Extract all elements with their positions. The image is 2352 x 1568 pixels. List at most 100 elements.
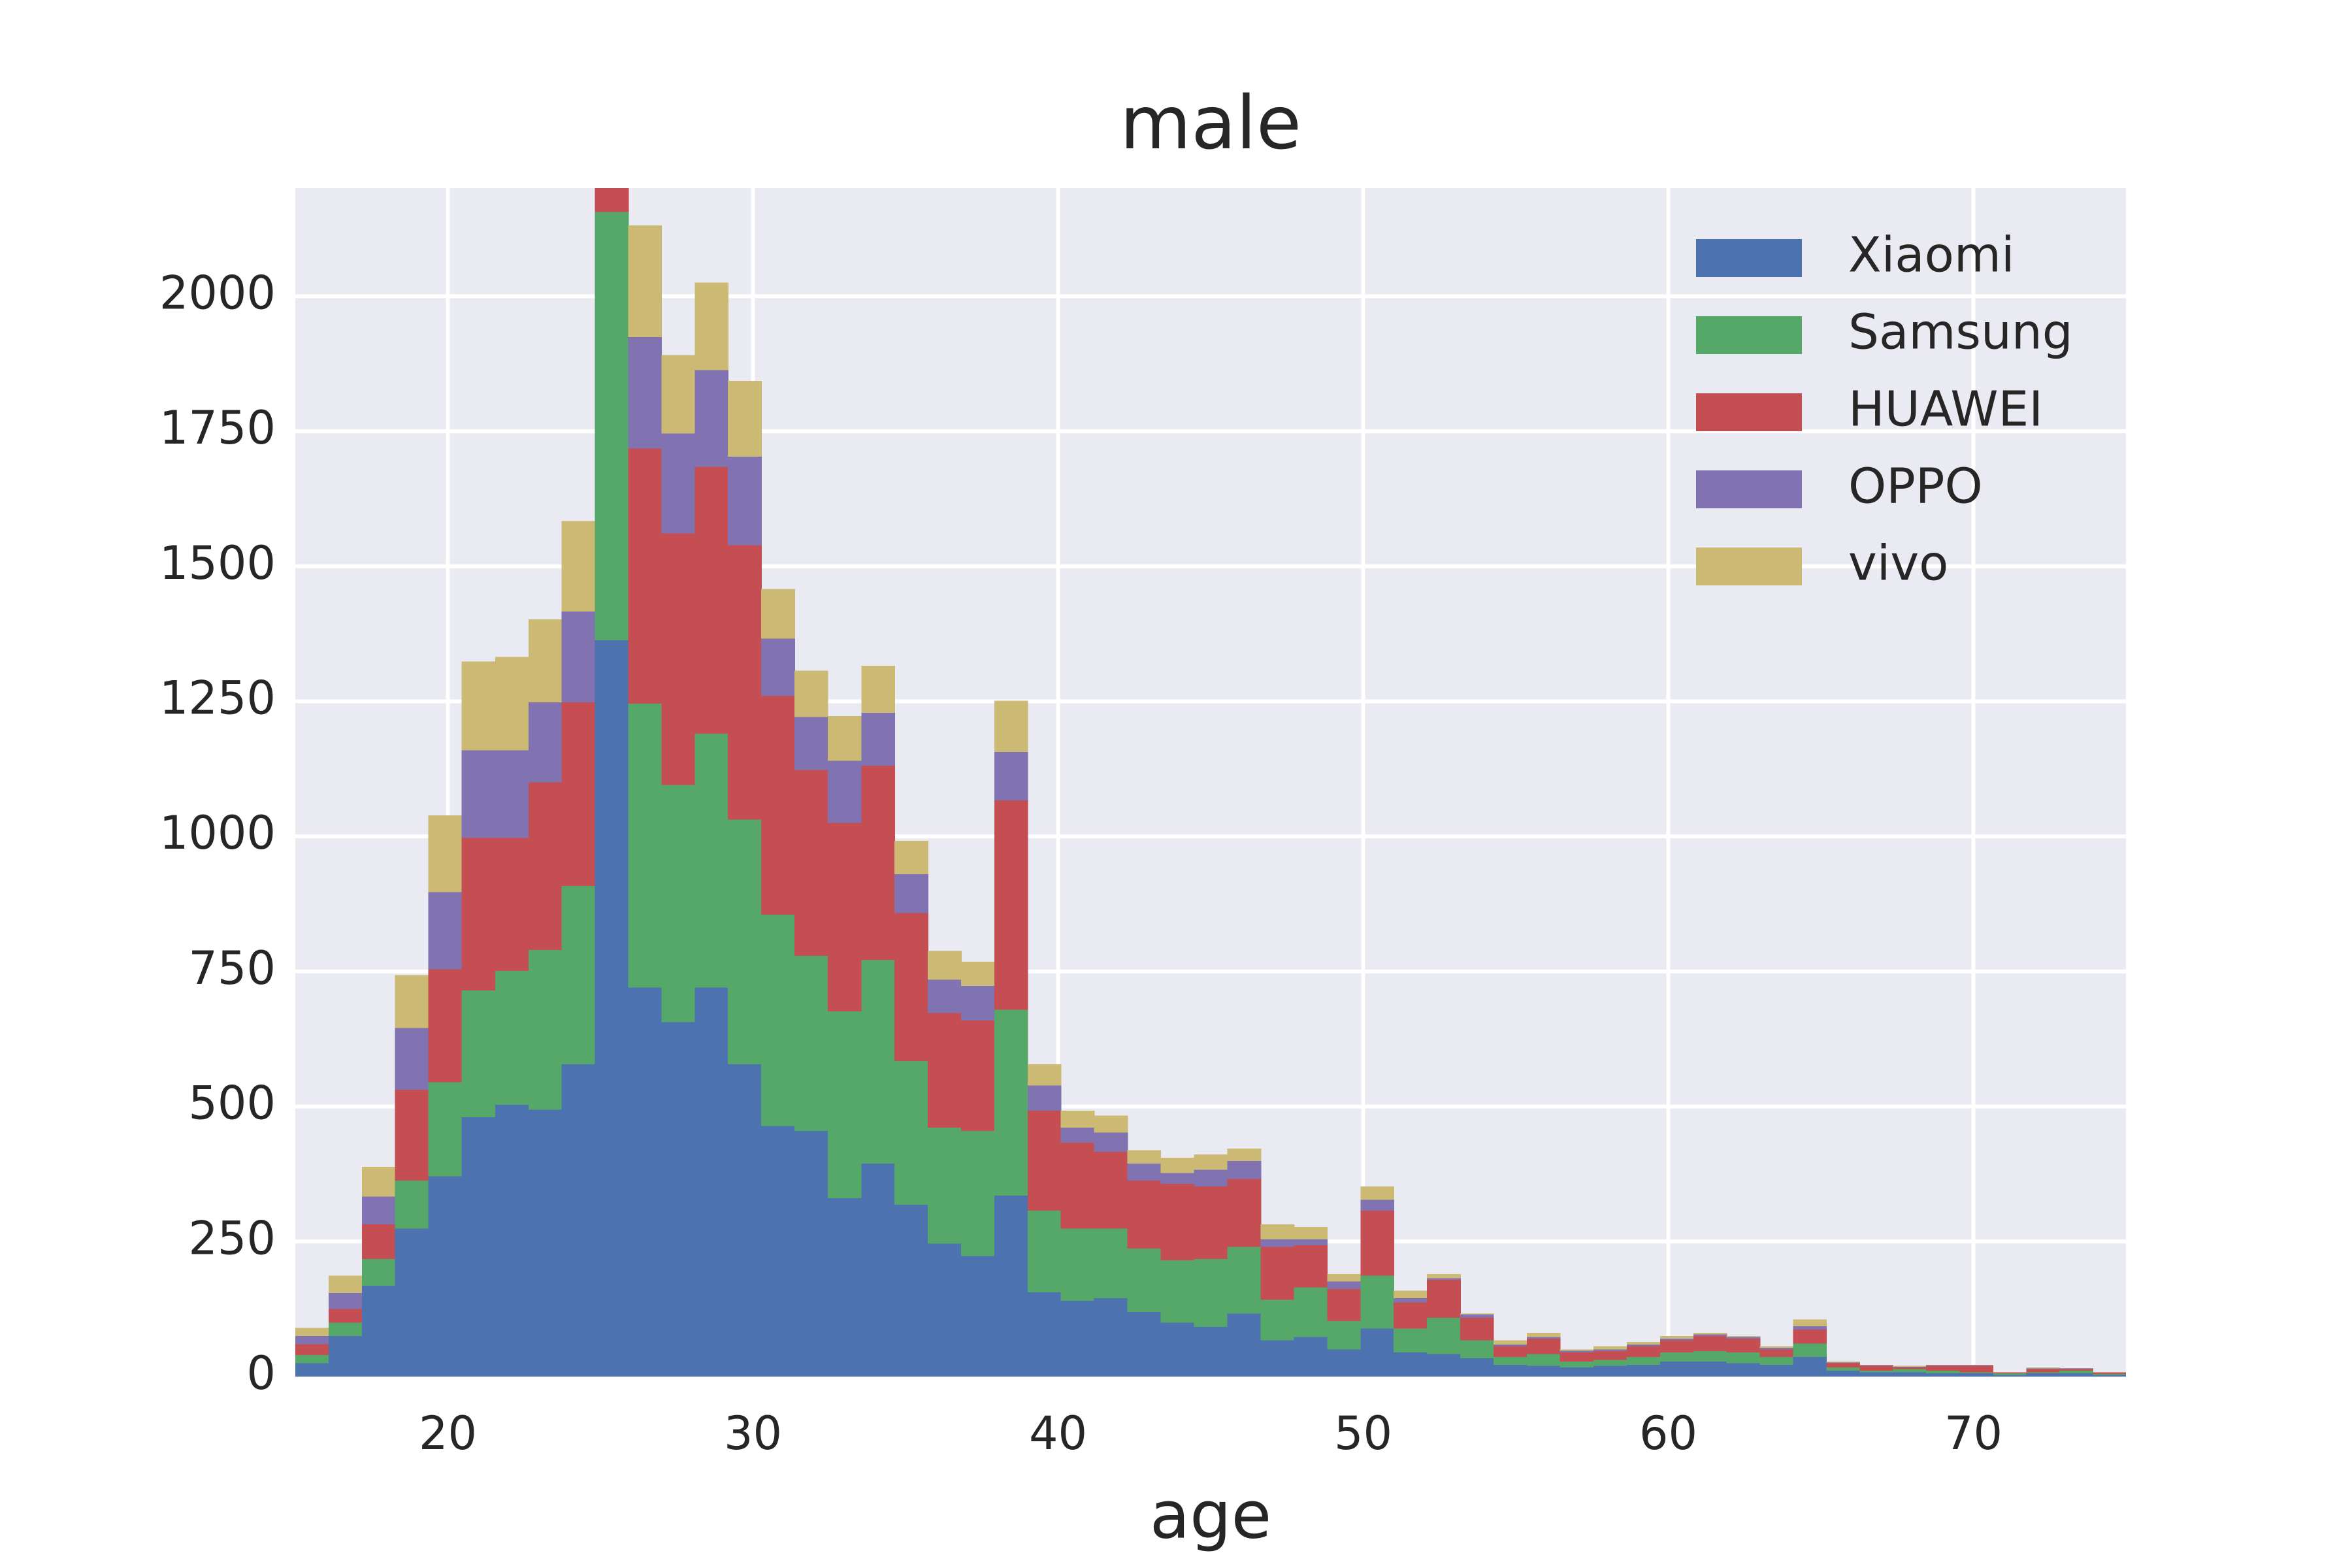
x-tick-label: 40	[1029, 1407, 1087, 1460]
histogram-bar	[1460, 1317, 1494, 1341]
histogram-bar	[1260, 1224, 1295, 1239]
histogram-bar	[761, 696, 795, 915]
histogram-bar	[1260, 1247, 1295, 1300]
histogram-bar	[1793, 1330, 1827, 1344]
y-tick-label: 0	[246, 1347, 276, 1400]
histogram-bar	[561, 1064, 596, 1377]
histogram-bar	[1526, 1337, 1561, 1339]
histogram-bar	[1294, 1337, 1328, 1377]
histogram-bar	[1327, 1273, 1362, 1282]
histogram-bar	[1294, 1245, 1328, 1288]
histogram-bar	[1893, 1365, 1927, 1367]
histogram-bar	[2026, 1367, 2060, 1369]
histogram-bar	[728, 1064, 762, 1377]
histogram-bar	[628, 448, 662, 704]
histogram-bar	[827, 823, 862, 1012]
histogram-bar	[894, 1061, 928, 1205]
histogram-bar	[1759, 1349, 1794, 1358]
histogram-bar	[1160, 1322, 1195, 1377]
histogram-bar	[794, 770, 828, 956]
histogram-bar	[1626, 1342, 1661, 1345]
histogram-bar	[1859, 1365, 1894, 1366]
histogram-bar	[495, 1105, 529, 1377]
histogram-bar	[1959, 1365, 1994, 1366]
histogram-bar	[1726, 1363, 1761, 1377]
histogram-bar	[827, 715, 862, 761]
histogram-bar	[827, 760, 862, 823]
histogram-bar	[1227, 1247, 1262, 1314]
histogram-bar	[827, 1198, 862, 1377]
histogram-bar	[1294, 1239, 1328, 1246]
histogram-bar	[1394, 1298, 1428, 1303]
histogram-bar	[361, 1167, 396, 1197]
histogram-bar	[1626, 1346, 1661, 1358]
histogram-bar	[2093, 1375, 2126, 1377]
legend-label: Xiaomi	[1848, 227, 2015, 284]
histogram-bar	[1993, 1373, 2027, 1375]
histogram-bar	[1693, 1333, 1727, 1335]
histogram-bar	[2093, 1373, 2126, 1375]
histogram-bar	[495, 657, 529, 751]
histogram-bar	[461, 990, 496, 1118]
histogram-bar	[1926, 1370, 1961, 1374]
histogram-bar	[1027, 1085, 1062, 1111]
histogram-bar	[395, 975, 429, 1028]
histogram-bar	[1294, 1287, 1328, 1337]
histogram-bar	[1993, 1372, 2027, 1374]
histogram-bar	[1194, 1186, 1228, 1259]
histogram-bar	[628, 337, 662, 449]
histogram-bar	[1127, 1164, 1162, 1181]
histogram-bar	[1460, 1313, 1494, 1315]
histogram-bar	[595, 99, 629, 147]
histogram-bar	[1060, 1111, 1095, 1128]
histogram-bar	[1060, 1228, 1095, 1301]
histogram-bar	[428, 969, 463, 1083]
histogram-bar	[495, 971, 529, 1105]
histogram-bar	[994, 1009, 1028, 1196]
histogram-bar	[1526, 1365, 1561, 1377]
histogram-bar	[395, 1028, 429, 1090]
histogram-bar	[1626, 1345, 1661, 1347]
histogram-bar	[1526, 1354, 1561, 1366]
histogram-bar	[2026, 1372, 2060, 1374]
histogram-bar	[1493, 1357, 1527, 1365]
histogram-bar	[694, 370, 729, 467]
histogram-bar	[1826, 1370, 1861, 1377]
histogram-bar	[1394, 1328, 1428, 1352]
histogram-bar	[295, 1328, 329, 1336]
histogram-bar	[1160, 1183, 1195, 1261]
histogram-bar	[794, 717, 828, 770]
histogram-bar	[827, 1011, 862, 1199]
histogram-bar	[1194, 1154, 1228, 1170]
histogram-bar	[495, 838, 529, 972]
histogram-bar	[428, 1176, 463, 1377]
histogram-bar	[2026, 1373, 2060, 1377]
y-tick-label: 1750	[159, 401, 276, 455]
histogram-bar	[361, 1258, 396, 1286]
histogram-bar	[894, 1205, 928, 1377]
histogram-bar	[1693, 1335, 1727, 1352]
histogram-bar	[1027, 1292, 1062, 1377]
histogram-bar	[1593, 1346, 1627, 1350]
histogram-bar	[728, 456, 762, 546]
histogram-bar	[1160, 1158, 1195, 1173]
histogram-bar	[661, 533, 696, 785]
histogram-bar	[1926, 1365, 1961, 1366]
histogram-bar	[960, 986, 995, 1021]
histogram-bar	[1693, 1361, 1727, 1377]
histogram-bar	[1759, 1348, 1794, 1350]
histogram-bar	[861, 1164, 895, 1377]
legend-swatch	[1696, 239, 1802, 277]
histogram-bar	[1859, 1370, 1894, 1373]
histogram-bar	[861, 765, 895, 960]
histogram-bar	[1726, 1335, 1761, 1337]
histogram-bar	[1959, 1373, 1994, 1377]
histogram-bar	[994, 800, 1028, 1010]
histogram-bar	[1893, 1369, 1927, 1373]
histogram-bar	[1194, 1326, 1228, 1377]
histogram-bar	[1360, 1328, 1394, 1377]
x-tick-label: 60	[1639, 1407, 1697, 1460]
histogram-bar	[2059, 1369, 2093, 1371]
histogram-bar	[628, 225, 662, 338]
histogram-bar	[2026, 1369, 2060, 1373]
